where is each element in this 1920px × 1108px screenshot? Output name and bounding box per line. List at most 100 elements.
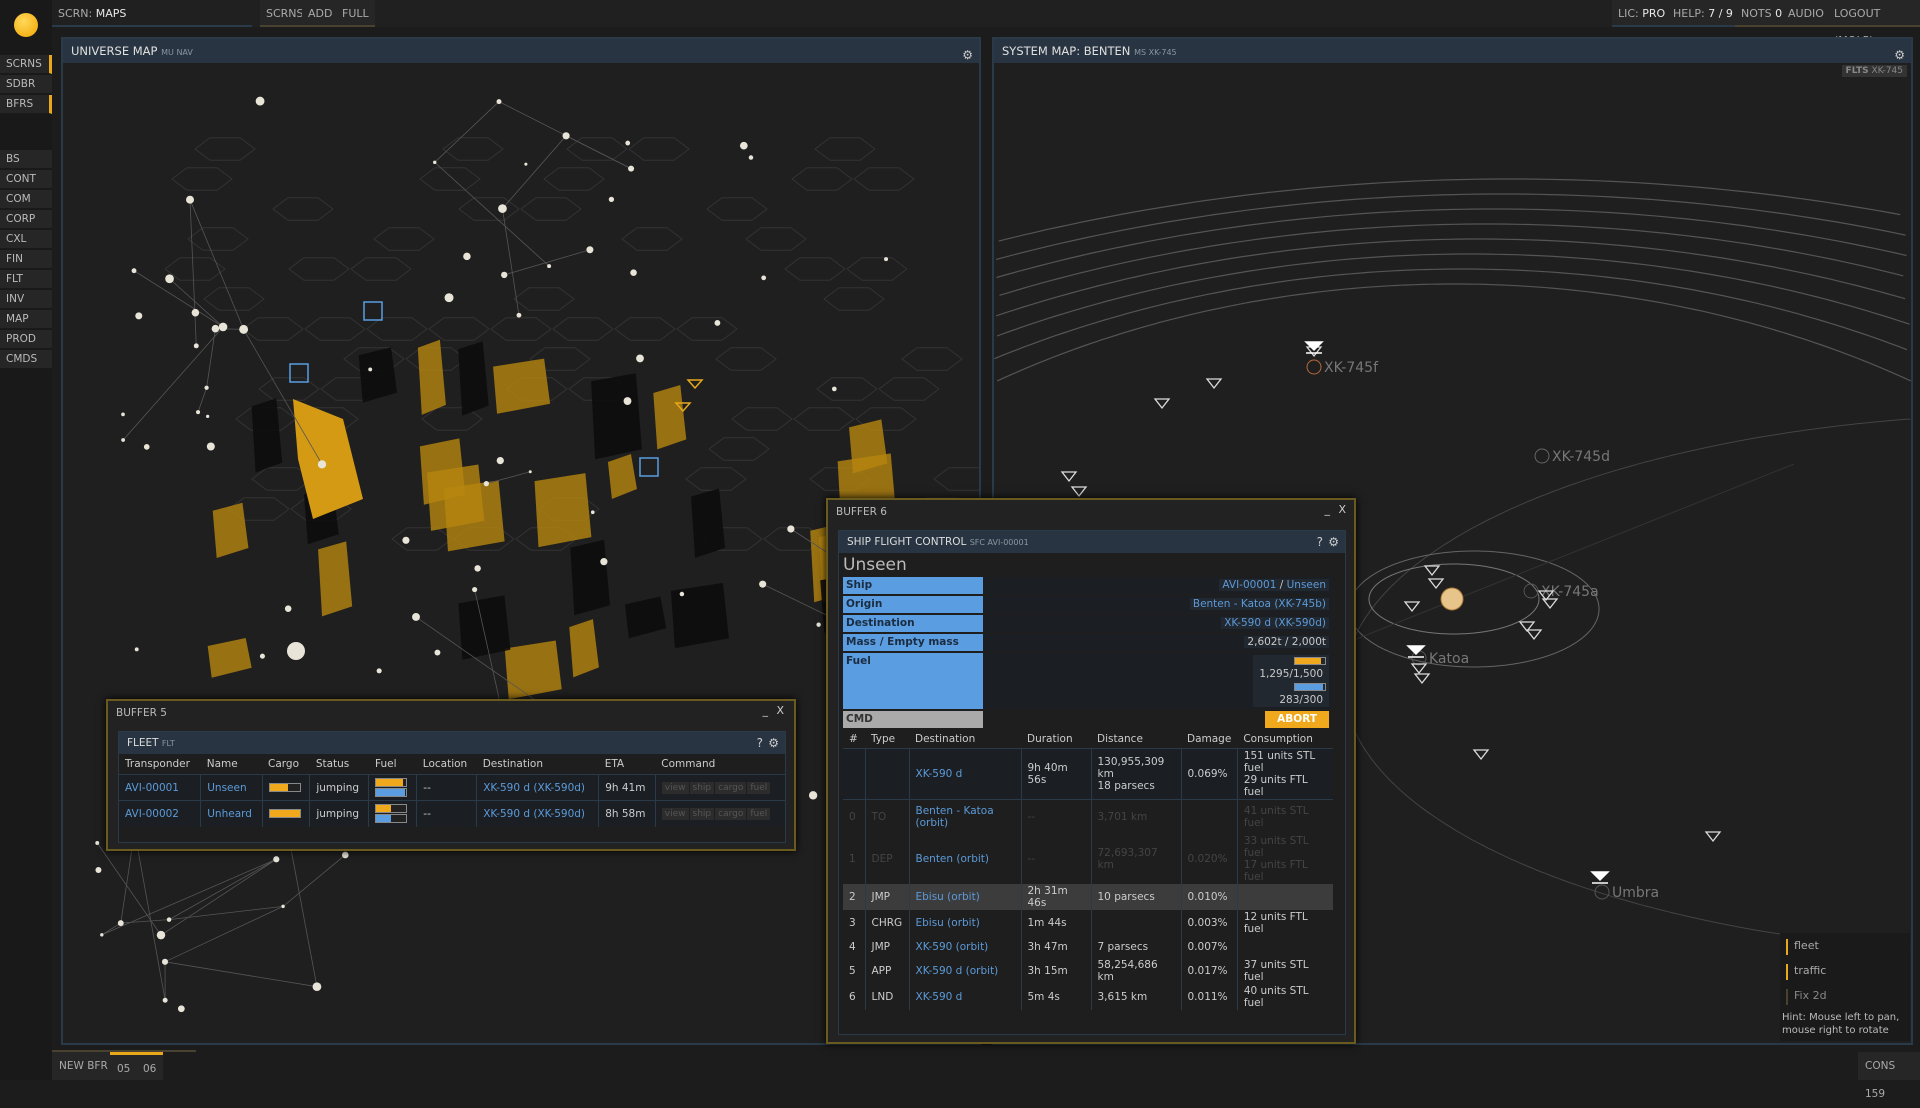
sidebar-bfrs[interactable]: BFRS [0, 95, 52, 114]
sidebar-item-prod[interactable]: PROD [0, 330, 52, 349]
column-header[interactable]: Fuel [369, 754, 417, 775]
table-row[interactable]: AVI-00001 Unseen jumping -- XK-590 d (XK… [119, 775, 785, 801]
sidebar-scrns[interactable]: SCRNS [0, 55, 52, 74]
column-header[interactable]: Destination [477, 754, 599, 775]
column-header[interactable]: Location [417, 754, 477, 775]
close-button[interactable]: X [1338, 503, 1346, 516]
hex-cell [629, 138, 689, 161]
step-consumption [1237, 936, 1333, 958]
sidebar-item-fin[interactable]: FIN [0, 250, 52, 269]
fuel-command-button[interactable]: fuel [747, 782, 770, 794]
console-button[interactable]: CONS 159 [1858, 1052, 1920, 1080]
ship-id-link[interactable]: AVI-00001 [1222, 579, 1276, 591]
table-row[interactable]: AVI-00002 Unheard jumping -- XK-590 d (X… [119, 801, 785, 827]
gear-icon[interactable]: ⚙ [768, 732, 779, 754]
buffer-tab-05[interactable]: 05 [110, 1052, 137, 1080]
step-destination-link[interactable]: Benten (orbit) [916, 853, 990, 865]
sidebar-item-com[interactable]: COM [0, 190, 52, 209]
sidebar-sdbr[interactable]: SDBR [0, 75, 52, 94]
column-header[interactable]: Cargo [262, 754, 310, 775]
legend-fix2d-toggle[interactable]: Fix 2d [1786, 989, 1904, 1005]
origin-link[interactable]: Benten - Katoa (XK-745b) [1193, 598, 1326, 610]
legend-fleet-toggle[interactable]: fleet [1786, 939, 1904, 955]
app-logo[interactable] [14, 13, 38, 37]
help-icon[interactable]: ? [1317, 531, 1323, 553]
fleets-filter[interactable]: FLTS XK-745 [1842, 65, 1907, 77]
column-header[interactable]: Consumption [1237, 730, 1333, 749]
help-button[interactable]: HELP: 7 / 9 [1667, 0, 1739, 27]
step-destination-link[interactable]: XK-590 (orbit) [916, 941, 989, 953]
route-row[interactable]: 5 APP XK-590 d (orbit) 3h 15m 58,254,686… [843, 958, 1333, 984]
star-system [497, 99, 502, 104]
route-row[interactable]: XK-590 d 9h 40m 56s 130,955,309 km 18 pa… [843, 749, 1333, 800]
step-destination-link[interactable]: XK-590 d [916, 991, 963, 1003]
ship-name-link[interactable]: Unseen [1287, 579, 1326, 591]
new-buffer-button[interactable]: NEW BFR [52, 1052, 115, 1080]
route-row[interactable]: 2 JMP Ebisu (orbit) 2h 31m 46s 10 parsec… [843, 884, 1333, 910]
route-row[interactable]: 1 DEP Benten (orbit) -- 72,693,307 km 0.… [843, 834, 1333, 884]
route-row[interactable]: 3 CHRG Ebisu (orbit) 1m 44s 0.003% 12 un… [843, 910, 1333, 936]
column-header[interactable]: Duration [1021, 730, 1091, 749]
minimize-button[interactable]: _ [763, 704, 769, 717]
ship-name-link[interactable]: Unseen [207, 782, 246, 794]
column-header[interactable]: Command [655, 754, 785, 775]
sidebar-item-map[interactable]: MAP [0, 310, 52, 329]
hex-cell [367, 318, 427, 341]
fuel-command-button[interactable]: fuel [747, 808, 770, 820]
ship-command-button[interactable]: ship [690, 782, 715, 794]
ship-name-link[interactable]: Unheard [207, 808, 252, 820]
column-header[interactable]: Status [310, 754, 369, 775]
route-row[interactable]: 6 LND XK-590 d 5m 4s 3,615 km 0.011% 40 … [843, 984, 1333, 1010]
close-button[interactable]: X [776, 704, 784, 717]
sidebar-item-inv[interactable]: INV [0, 290, 52, 309]
sidebar-item-cxl[interactable]: CXL [0, 230, 52, 249]
column-header[interactable]: Name [201, 754, 262, 775]
gear-icon[interactable]: ⚙ [1328, 531, 1339, 553]
destination-link[interactable]: XK-590 d (XK-590d) [483, 782, 585, 794]
full-button[interactable]: FULL [336, 0, 375, 27]
view-command-button[interactable]: view [662, 782, 689, 794]
step-destination-link[interactable]: Ebisu (orbit) [916, 891, 980, 903]
column-header[interactable]: Destination [909, 730, 1021, 749]
sidebar-item-bs[interactable]: BS [0, 150, 52, 169]
ship-command-button[interactable]: ship [690, 808, 715, 820]
destination-link[interactable]: XK-590 d (XK-590d) [1224, 617, 1326, 629]
status-cell: jumping [310, 801, 369, 827]
ship-marker [1543, 599, 1557, 608]
minimize-button[interactable]: _ [1325, 503, 1331, 516]
eta-cell: 8h 58m [599, 801, 656, 827]
buffer-tab-06[interactable]: 06 [136, 1052, 163, 1080]
column-header[interactable]: Transponder [119, 754, 201, 775]
column-header[interactable]: Type [865, 730, 909, 749]
column-header[interactable]: Damage [1181, 730, 1237, 749]
gear-icon[interactable]: ⚙ [1894, 43, 1905, 67]
cargo-command-button[interactable]: cargo [715, 808, 746, 820]
abort-button[interactable]: ABORT [1265, 711, 1329, 728]
logout-button[interactable]: LOGOUT (MOLP) [1828, 0, 1920, 27]
legend-traffic-toggle[interactable]: traffic [1786, 964, 1904, 980]
sidebar-item-corp[interactable]: CORP [0, 210, 52, 229]
column-header[interactable]: # [843, 730, 865, 749]
cargo-command-button[interactable]: cargo [715, 782, 746, 794]
destination-link[interactable]: XK-590 d (XK-590d) [483, 808, 585, 820]
sidebar-item-cont[interactable]: CONT [0, 170, 52, 189]
help-icon[interactable]: ? [757, 732, 763, 754]
audio-button[interactable]: AUDIO [1782, 0, 1830, 27]
sidebar-item-flt[interactable]: FLT [0, 270, 52, 289]
step-destination-link[interactable]: Ebisu (orbit) [916, 917, 980, 929]
step-destination-link[interactable]: XK-590 d (orbit) [916, 965, 999, 977]
route-row[interactable]: 0 TO Benten - Katoa (orbit) -- 3,701 km … [843, 800, 1333, 834]
column-header[interactable]: ETA [599, 754, 656, 775]
step-destination-link[interactable]: XK-590 d [916, 768, 963, 780]
step-destination-link[interactable]: Benten - Katoa (orbit) [916, 805, 994, 829]
sidebar-item-cmds[interactable]: CMDS [0, 350, 52, 369]
view-command-button[interactable]: view [662, 808, 689, 820]
add-button[interactable]: ADD [302, 0, 338, 27]
transponder-link[interactable]: AVI-00001 [125, 782, 179, 794]
transponder-link[interactable]: AVI-00002 [125, 808, 179, 820]
route-row[interactable]: 4 JMP XK-590 (orbit) 3h 47m 7 parsecs 0.… [843, 936, 1333, 958]
notifications-button[interactable]: NOTS 0 [1735, 0, 1788, 27]
column-header[interactable]: Distance [1091, 730, 1181, 749]
field-label: Ship [843, 577, 983, 594]
star-system [196, 410, 200, 414]
